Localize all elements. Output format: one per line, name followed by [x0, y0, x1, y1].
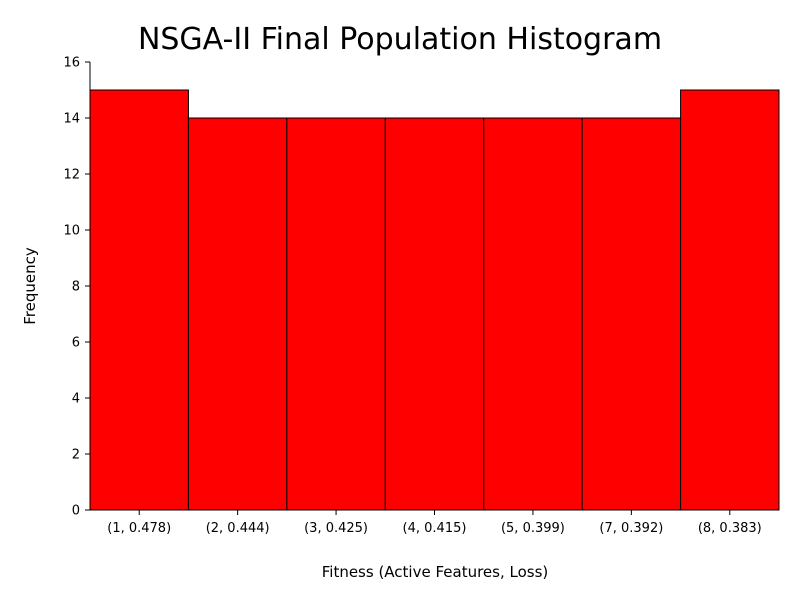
x-tick-label-5: (7, 0.392): [599, 521, 663, 536]
y-tick-label-0: 0: [72, 504, 80, 519]
y-tick-label-3: 6: [72, 336, 80, 351]
bar-0: [89, 89, 189, 511]
y-tick-label-1: 2: [72, 448, 80, 463]
y-axis-label: Frequency: [21, 247, 39, 325]
x-axis-label: Fitness (Active Features, Loss): [322, 563, 549, 581]
bars-group: [89, 89, 780, 511]
x-tick-label-4: (5, 0.399): [501, 521, 565, 536]
chart-title: NSGA-II Final Population Histogram: [138, 22, 662, 57]
y-tick-label-7: 14: [63, 112, 80, 127]
y-tick-label-6: 12: [63, 168, 80, 183]
bar-6: [680, 89, 780, 511]
bar-2: [286, 117, 386, 511]
x-tick-label-3: (4, 0.415): [403, 521, 467, 536]
bar-3: [384, 117, 485, 511]
y-tick-label-5: 10: [63, 224, 80, 239]
y-tick-label-2: 4: [72, 392, 80, 407]
bar-1: [187, 117, 288, 511]
x-tick-label-0: (1, 0.478): [107, 521, 171, 536]
x-tick-label-6: (8, 0.383): [698, 521, 762, 536]
x-axis: (1, 0.478) (2, 0.444) (3, 0.425) (4, 0.415)…: [90, 509, 779, 536]
x-tick-label-2: (3, 0.425): [304, 521, 368, 536]
x-tick-label-1: (2, 0.444): [206, 521, 270, 536]
y-tick-label-8: 16: [63, 56, 80, 71]
bar-5: [581, 117, 682, 511]
y-tick-label-4: 8: [72, 280, 80, 295]
bar-4: [483, 117, 583, 511]
y-axis: 0 2 4 6 8 10 12 14 16: [63, 56, 91, 519]
